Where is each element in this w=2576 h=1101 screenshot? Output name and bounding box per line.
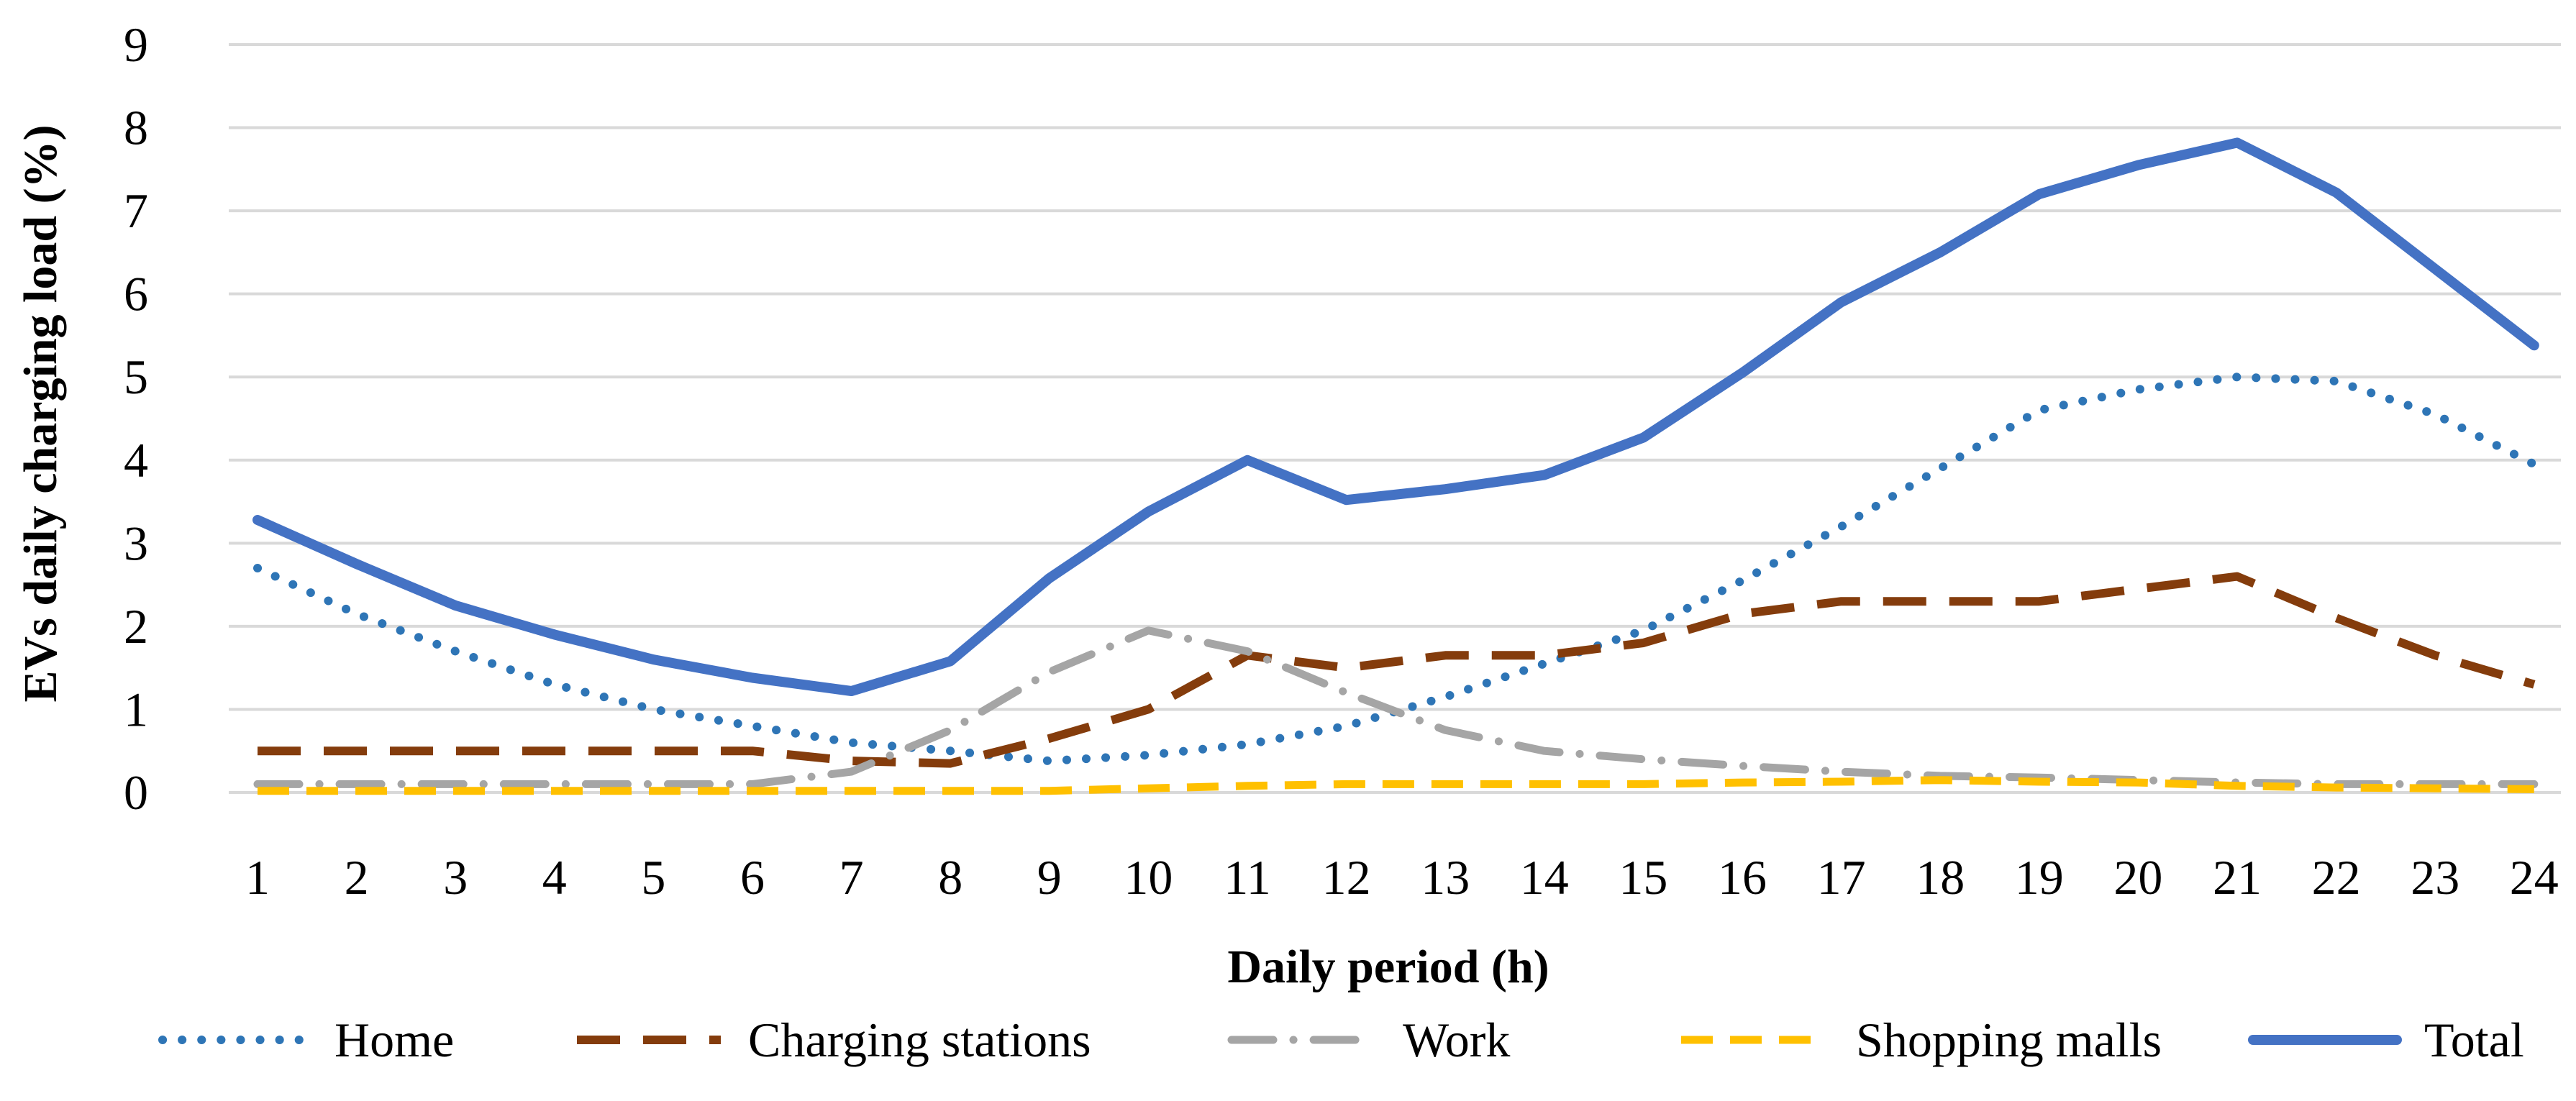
legend-item-home: Home	[158, 1013, 454, 1067]
gridlines	[229, 43, 2561, 794]
legend-item-shopping-malls: Shopping malls	[1681, 1013, 2162, 1067]
y-tick-label: 5	[124, 350, 148, 404]
x-tick-label: 17	[1817, 850, 1866, 905]
y-axis-tick-labels: 0 1 2 3 4 5 6 7 8 9	[124, 17, 148, 820]
x-tick-label: 1	[245, 850, 270, 905]
y-tick-label: 6	[124, 267, 148, 321]
series-line-home	[253, 373, 2539, 766]
legend: Home Charging stations Work Shopping malls T…	[158, 1013, 2524, 1067]
series-line-total	[252, 137, 2539, 696]
x-tick-label: 2	[345, 850, 369, 905]
series-line-work	[253, 626, 2539, 788]
series-line-charging-stations	[258, 572, 2536, 768]
y-tick-label: 2	[124, 599, 148, 654]
x-tick-label: 6	[740, 850, 765, 905]
legend-label: Work	[1403, 1013, 1510, 1067]
x-tick-label: 16	[1718, 850, 1767, 905]
legend-label: Shopping malls	[1856, 1013, 2162, 1067]
x-tick-label: 14	[1520, 850, 1569, 905]
x-tick-label: 23	[2411, 850, 2459, 905]
x-tick-label: 20	[2113, 850, 2162, 905]
y-tick-label: 3	[124, 516, 148, 570]
series-lines	[252, 137, 2539, 795]
x-axis-title: Daily period (h)	[1227, 941, 1549, 993]
x-tick-label: 7	[839, 850, 864, 905]
y-axis-title: EVs daily charging load (%)	[14, 124, 67, 702]
legend-item-charging-stations: Charging stations	[577, 1013, 1091, 1067]
x-tick-label: 8	[938, 850, 962, 905]
x-tick-label: 22	[2312, 850, 2361, 905]
legend-item-work: Work	[1227, 1013, 1510, 1067]
x-tick-label: 21	[2213, 850, 2262, 905]
series-line-shopping-malls	[258, 776, 2534, 795]
y-tick-label: 0	[124, 765, 148, 820]
x-tick-label: 13	[1421, 850, 1470, 905]
legend-item-total: Total	[2248, 1013, 2524, 1067]
legend-label: Total	[2424, 1013, 2524, 1067]
x-tick-label: 19	[2015, 850, 2064, 905]
x-tick-label: 5	[641, 850, 665, 905]
y-tick-label: 7	[124, 183, 148, 238]
x-tick-label: 10	[1124, 850, 1173, 905]
x-tick-label: 15	[1619, 850, 1667, 905]
x-tick-label: 3	[443, 850, 468, 905]
y-tick-label: 4	[124, 433, 148, 488]
y-tick-label: 8	[124, 101, 148, 155]
x-tick-label: 12	[1322, 850, 1371, 905]
legend-label: Charging stations	[748, 1013, 1091, 1067]
x-tick-label: 4	[542, 850, 567, 905]
x-tick-label: 11	[1224, 850, 1270, 905]
x-tick-label: 18	[1916, 850, 1965, 905]
x-tick-label: 9	[1037, 850, 1062, 905]
x-tick-label: 24	[2510, 850, 2559, 905]
x-axis-tick-labels: 1 2 3 4 5 6 7 8 9 10 11 12 13 14 15 16 17 18 19 20 21 22 23 24	[245, 850, 2559, 905]
legend-label: Home	[334, 1013, 454, 1067]
y-tick-label: 9	[124, 17, 148, 72]
y-tick-label: 1	[124, 682, 148, 736]
